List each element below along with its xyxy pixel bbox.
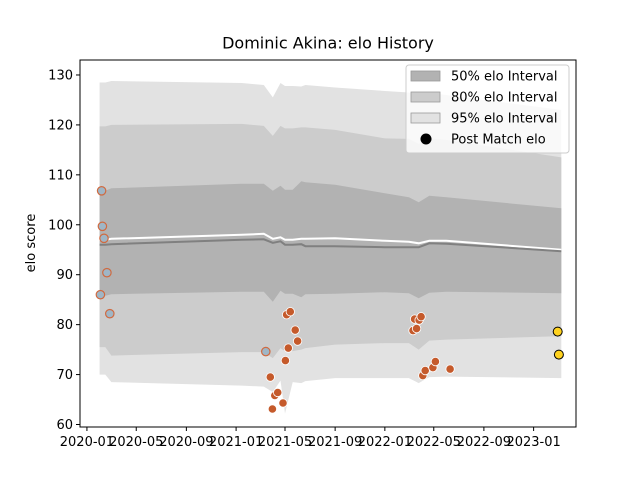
y-tick-label-120: 120 [48,118,73,133]
match-point-8 [265,372,275,382]
match-point-2 [96,186,107,196]
plot-area [95,81,564,414]
upper-elo-line [99,232,562,251]
legend-label-3: 95% elo Interval [451,112,558,127]
match-point-9 [267,404,277,414]
y-tick-label-70: 70 [56,368,73,383]
axes: 60 70 80 90 100 110 120 130 2020-012020-052020-0… [48,59,577,450]
chart-title: Dominic Akina: elo History [222,34,434,53]
legend-label-2: 80% elo Interval [451,91,558,106]
match-point-3 [97,221,108,232]
x-tick-label-2021-09: 2021-09 [308,435,362,450]
y-tick-label-130: 130 [48,68,73,83]
legend-box [405,64,570,154]
match-point-15 [283,343,293,353]
y-tick-label-80: 80 [56,318,73,333]
legend-swatch-band95 [410,112,441,124]
x-tick-label-2022-05: 2022-05 [407,435,461,450]
match-point-28 [445,364,455,374]
x-tick-label-2020-05: 2020-05 [109,435,163,450]
match-point-12 [278,398,288,408]
match-point-16 [285,307,295,317]
y-tick-label-60: 60 [56,418,73,433]
match-point-6 [105,308,115,319]
legend: 50% elo Interval 80% elo Interval 95% elo … [405,64,570,154]
x-tick-label-2021-01: 2021-01 [209,435,263,450]
match-point-18 [292,336,303,346]
mean-elo-line [99,238,562,253]
match-point-13 [280,355,290,366]
axes-frame [79,59,577,428]
match-point-1 [95,289,106,300]
band-50-interval [99,181,562,302]
match-point-7 [260,346,271,357]
y-tick-label-100: 100 [48,218,73,233]
legend-swatch-post-match [420,133,432,145]
x-tick-label-2020-01: 2020-01 [60,435,114,450]
match-point-23 [416,312,426,322]
x-tick-label-2021-05: 2021-05 [258,435,312,450]
legend-label-1: 50% elo Interval [451,70,558,85]
match-point-4 [99,233,109,244]
legend-label-4: Post Match elo [451,133,546,148]
legend-swatch-band80 [410,91,441,103]
y-tick-label-90: 90 [56,268,73,283]
y-tick-label-110: 110 [48,168,73,183]
match-point-27 [430,356,440,367]
x-tick-label-2023-01: 2023-01 [506,435,560,450]
match-point-30 [553,349,564,360]
x-tick-label-2022-01: 2022-01 [358,435,412,450]
match-point-11 [273,387,283,398]
match-point-29 [552,326,563,337]
match-point-21 [411,323,422,334]
match-point-5 [102,267,112,278]
legend-swatch-band50 [410,70,441,82]
x-tick-label-2020-09: 2020-09 [159,435,213,450]
match-point-25 [420,365,430,376]
y-axis-label: elo score [24,214,39,273]
match-point-17 [290,325,300,335]
x-tick-label-2022-09: 2022-09 [457,435,511,450]
